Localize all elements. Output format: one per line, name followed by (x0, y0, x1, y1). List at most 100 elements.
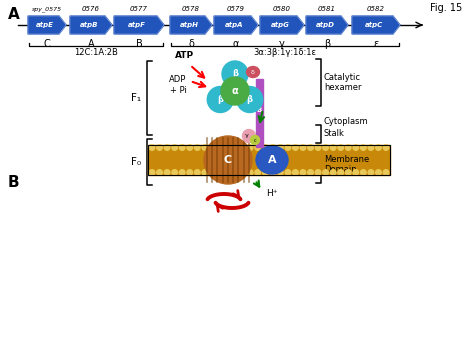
Text: 0577: 0577 (130, 6, 148, 12)
Circle shape (255, 170, 261, 175)
Circle shape (263, 145, 268, 150)
Circle shape (210, 145, 215, 150)
Text: atpC: atpC (365, 22, 383, 28)
Circle shape (225, 170, 230, 175)
Text: Cytoplasm: Cytoplasm (324, 117, 369, 126)
Circle shape (292, 145, 298, 150)
Circle shape (187, 145, 192, 150)
Text: 0576: 0576 (82, 6, 100, 12)
Text: γ: γ (245, 133, 249, 139)
Text: α: α (233, 39, 239, 49)
Polygon shape (170, 16, 212, 34)
Text: Catalytic
hexamer: Catalytic hexamer (324, 73, 362, 92)
Text: β: β (247, 95, 253, 104)
Text: C: C (224, 155, 232, 165)
Circle shape (330, 170, 336, 175)
Bar (256, 79, 263, 147)
Text: 0582: 0582 (367, 6, 385, 12)
Text: 0579: 0579 (227, 6, 245, 12)
Text: atpA: atpA (225, 22, 244, 28)
Polygon shape (260, 16, 304, 34)
Circle shape (376, 145, 381, 150)
Circle shape (263, 170, 268, 175)
Circle shape (285, 170, 291, 175)
Circle shape (308, 145, 313, 150)
Circle shape (247, 145, 253, 150)
Text: H⁺: H⁺ (266, 189, 277, 198)
Circle shape (292, 170, 298, 175)
Circle shape (277, 145, 283, 150)
Ellipse shape (256, 146, 288, 174)
Circle shape (202, 170, 208, 175)
Circle shape (383, 145, 389, 150)
Circle shape (353, 145, 359, 150)
Circle shape (270, 145, 275, 150)
Text: β: β (324, 39, 330, 49)
Ellipse shape (250, 135, 259, 144)
Circle shape (210, 170, 215, 175)
Circle shape (164, 145, 170, 150)
Circle shape (361, 145, 366, 150)
Polygon shape (214, 16, 258, 34)
Text: ATP: ATP (175, 51, 194, 60)
Circle shape (217, 145, 223, 150)
Polygon shape (70, 16, 112, 34)
Text: 0578: 0578 (182, 6, 200, 12)
Text: atpD: atpD (316, 22, 335, 28)
Circle shape (368, 145, 374, 150)
Text: B: B (136, 39, 142, 49)
Text: atpB: atpB (80, 22, 99, 28)
Text: spy_0575: spy_0575 (32, 6, 62, 12)
Circle shape (194, 145, 200, 150)
Text: α: α (232, 86, 238, 96)
Circle shape (149, 170, 155, 175)
Circle shape (204, 136, 252, 184)
Circle shape (194, 170, 200, 175)
Circle shape (277, 170, 283, 175)
Circle shape (368, 170, 374, 175)
Polygon shape (352, 16, 400, 34)
Text: 0580: 0580 (273, 6, 291, 12)
Ellipse shape (237, 86, 263, 113)
Circle shape (315, 145, 321, 150)
Circle shape (270, 170, 275, 175)
Text: Membrane
Domain: Membrane Domain (324, 155, 369, 174)
Text: c: c (254, 138, 256, 142)
Text: C: C (44, 39, 50, 49)
Ellipse shape (246, 67, 259, 78)
Text: 12C:1A:2B: 12C:1A:2B (74, 48, 118, 57)
Circle shape (300, 170, 306, 175)
Circle shape (323, 145, 328, 150)
Circle shape (315, 170, 321, 175)
Circle shape (187, 170, 192, 175)
Polygon shape (114, 16, 164, 34)
Ellipse shape (243, 130, 255, 142)
Circle shape (255, 145, 261, 150)
Circle shape (232, 170, 238, 175)
Text: Fig. 15: Fig. 15 (430, 3, 462, 13)
Circle shape (285, 145, 291, 150)
Circle shape (346, 145, 351, 150)
Circle shape (157, 145, 163, 150)
Circle shape (164, 170, 170, 175)
Polygon shape (28, 16, 66, 34)
Circle shape (247, 170, 253, 175)
Text: β: β (232, 70, 238, 79)
Text: 0581: 0581 (318, 6, 336, 12)
Ellipse shape (222, 61, 248, 87)
Text: B: B (8, 175, 19, 190)
Text: atpE: atpE (36, 22, 54, 28)
Text: 3α:3β:1γ:1δ:1ε: 3α:3β:1γ:1δ:1ε (254, 48, 317, 57)
Circle shape (202, 145, 208, 150)
Circle shape (346, 170, 351, 175)
Circle shape (217, 170, 223, 175)
Circle shape (157, 170, 163, 175)
Circle shape (225, 145, 230, 150)
Text: β: β (217, 95, 223, 104)
Circle shape (172, 145, 177, 150)
Ellipse shape (207, 86, 233, 113)
Text: δ: δ (188, 39, 194, 49)
Circle shape (149, 145, 155, 150)
Text: A: A (268, 155, 276, 165)
Circle shape (308, 170, 313, 175)
